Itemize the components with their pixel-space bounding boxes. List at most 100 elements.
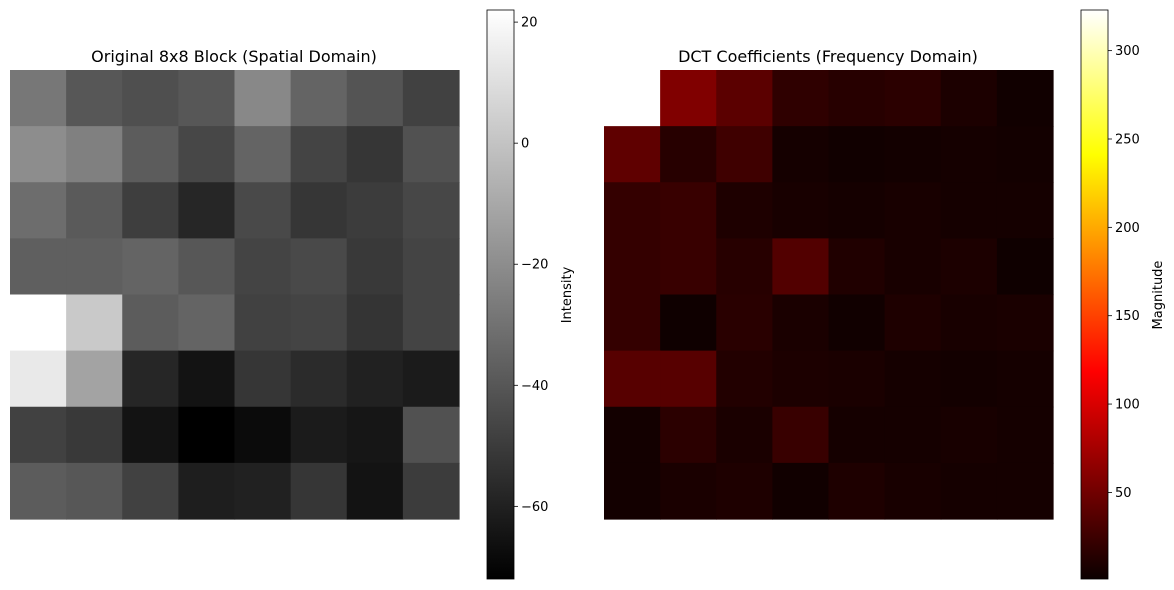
dct-cell-r2-c4 [828, 182, 886, 239]
spatial-cell-r0-c2 [122, 70, 179, 127]
spatial-cell-r2-c6 [346, 182, 404, 239]
dct-cell-r3-c5 [884, 238, 942, 296]
dct-cell-r3-c3 [772, 238, 830, 296]
spatial-cell-r3-c0 [10, 238, 67, 296]
spatial-cell-r1-c1 [66, 126, 123, 183]
dct-cell-r2-c5 [884, 182, 942, 239]
dct-cell-r1-c3 [772, 126, 830, 183]
spatial-cell-r3-c7 [402, 238, 460, 296]
spatial-cell-r1-c4 [234, 126, 292, 183]
dct-cell-r6-c4 [828, 406, 886, 464]
dct-cell-r1-c5 [884, 126, 942, 183]
spatial-cell-r6-c4 [234, 406, 292, 464]
intensity-colorbar: 20 0 −20 −40 −60 Intensity [486, 9, 575, 580]
spatial-cell-r6-c5 [290, 406, 348, 464]
spatial-cell-r6-c2 [122, 406, 179, 464]
spatial-cell-r3-c4 [234, 238, 292, 296]
magnitude-colorbar-tick-label: 50 [1115, 486, 1132, 501]
dct-cell-r3-c4 [828, 238, 886, 296]
dct-cell-r7-c4 [828, 462, 886, 520]
dct-cell-r5-c7 [996, 350, 1054, 408]
dct-cell-r2-c0 [604, 182, 661, 239]
spatial-cell-r3-c6 [346, 238, 404, 296]
dct-cell-r5-c2 [716, 350, 773, 408]
spatial-cell-r6-c0 [10, 406, 67, 464]
spatial-cell-r6-c3 [178, 406, 236, 464]
magnitude-colorbar: 300 250 200 150 100 50 Magnitude [1080, 9, 1166, 580]
magnitude-colorbar-tick-label: 300 [1115, 44, 1140, 59]
dct-cell-r3-c1 [660, 238, 717, 296]
spatial-cell-r4-c7 [402, 294, 460, 352]
spatial-cell-r1-c7 [402, 126, 460, 183]
spatial-cell-r5-c1 [66, 350, 123, 408]
dct-cell-r3-c2 [716, 238, 773, 296]
spatial-cell-r2-c3 [178, 182, 236, 239]
dct-cell-r6-c3 [772, 406, 830, 464]
spatial-cell-r1-c0 [10, 126, 67, 183]
spatial-cell-r6-c1 [66, 406, 123, 464]
dct-cell-r1-c7 [996, 126, 1054, 183]
spatial-cell-r3-c1 [66, 238, 123, 296]
spatial-cell-r1-c6 [346, 126, 404, 183]
intensity-colorbar-label: Intensity [560, 266, 575, 323]
dct-cell-r1-c0 [604, 126, 661, 183]
dct-cell-r6-c6 [940, 406, 998, 464]
spatial-cell-r2-c5 [290, 182, 348, 239]
spatial-cell-r1-c5 [290, 126, 348, 183]
intensity-colorbar-tick-label: −40 [521, 379, 548, 394]
spatial-cell-r4-c2 [122, 294, 179, 352]
spatial-cell-r6-c6 [346, 406, 404, 464]
dct-cell-r5-c5 [884, 350, 942, 408]
spatial-cell-r0-c7 [402, 70, 460, 127]
intensity-colorbar-tick-label: 20 [521, 16, 538, 31]
spatial-cell-r2-c0 [10, 182, 67, 239]
intensity-colorbar-gradient [486, 9, 515, 580]
dct-cell-r7-c1 [660, 462, 717, 520]
dct-cell-r3-c7 [996, 238, 1054, 296]
magnitude-colorbar-tick-label: 150 [1115, 309, 1140, 324]
spatial-cell-r4-c1 [66, 294, 123, 352]
dct-cell-r6-c7 [996, 406, 1054, 464]
dct-cell-r5-c0 [604, 350, 661, 408]
spatial-cell-r1-c2 [122, 126, 179, 183]
dct-cell-r4-c7 [996, 294, 1054, 352]
dct-cell-r4-c5 [884, 294, 942, 352]
spatial-cell-r7-c1 [66, 462, 123, 520]
spatial-cell-r4-c6 [346, 294, 404, 352]
spatial-cell-r4-c3 [178, 294, 236, 352]
dct-cell-r4-c0 [604, 294, 661, 352]
dct-cell-r0-c6 [940, 70, 998, 127]
spatial-cell-r0-c1 [66, 70, 123, 127]
spatial-cell-r2-c7 [402, 182, 460, 239]
spatial-cell-r5-c7 [402, 350, 460, 408]
magnitude-colorbar-label: Magnitude [1151, 261, 1166, 330]
dct-cell-r7-c2 [716, 462, 773, 520]
dct-cell-r0-c1 [660, 70, 717, 127]
spatial-cell-r4-c4 [234, 294, 292, 352]
spatial-cell-r2-c1 [66, 182, 123, 239]
spatial-cell-r7-c2 [122, 462, 179, 520]
spatial-cell-r1-c3 [178, 126, 236, 183]
dct-cell-r2-c1 [660, 182, 717, 239]
magnitude-colorbar-gradient [1080, 9, 1109, 580]
intensity-colorbar-tick-label: −60 [521, 500, 548, 515]
dct-cell-r0-c0 [604, 70, 661, 127]
spatial-cell-r5-c0 [10, 350, 67, 408]
dct-title: DCT Coefficients (Frequency Domain) [678, 47, 978, 66]
dct-cell-r4-c4 [828, 294, 886, 352]
spatial-cell-r3-c5 [290, 238, 348, 296]
spatial-cell-r0-c4 [234, 70, 292, 127]
magnitude-colorbar-tick-label: 200 [1115, 221, 1140, 236]
dct-cell-r2-c3 [772, 182, 830, 239]
dct-cell-r0-c3 [772, 70, 830, 127]
dct-cell-r7-c6 [940, 462, 998, 520]
dct-cell-r7-c5 [884, 462, 942, 520]
dct-cell-r4-c3 [772, 294, 830, 352]
spatial-cell-r7-c4 [234, 462, 292, 520]
spatial-cell-r5-c6 [346, 350, 404, 408]
dct-cell-r3-c6 [940, 238, 998, 296]
dct-cell-r5-c4 [828, 350, 886, 408]
spatial-cell-r7-c7 [402, 462, 460, 520]
spatial-cell-r7-c5 [290, 462, 348, 520]
